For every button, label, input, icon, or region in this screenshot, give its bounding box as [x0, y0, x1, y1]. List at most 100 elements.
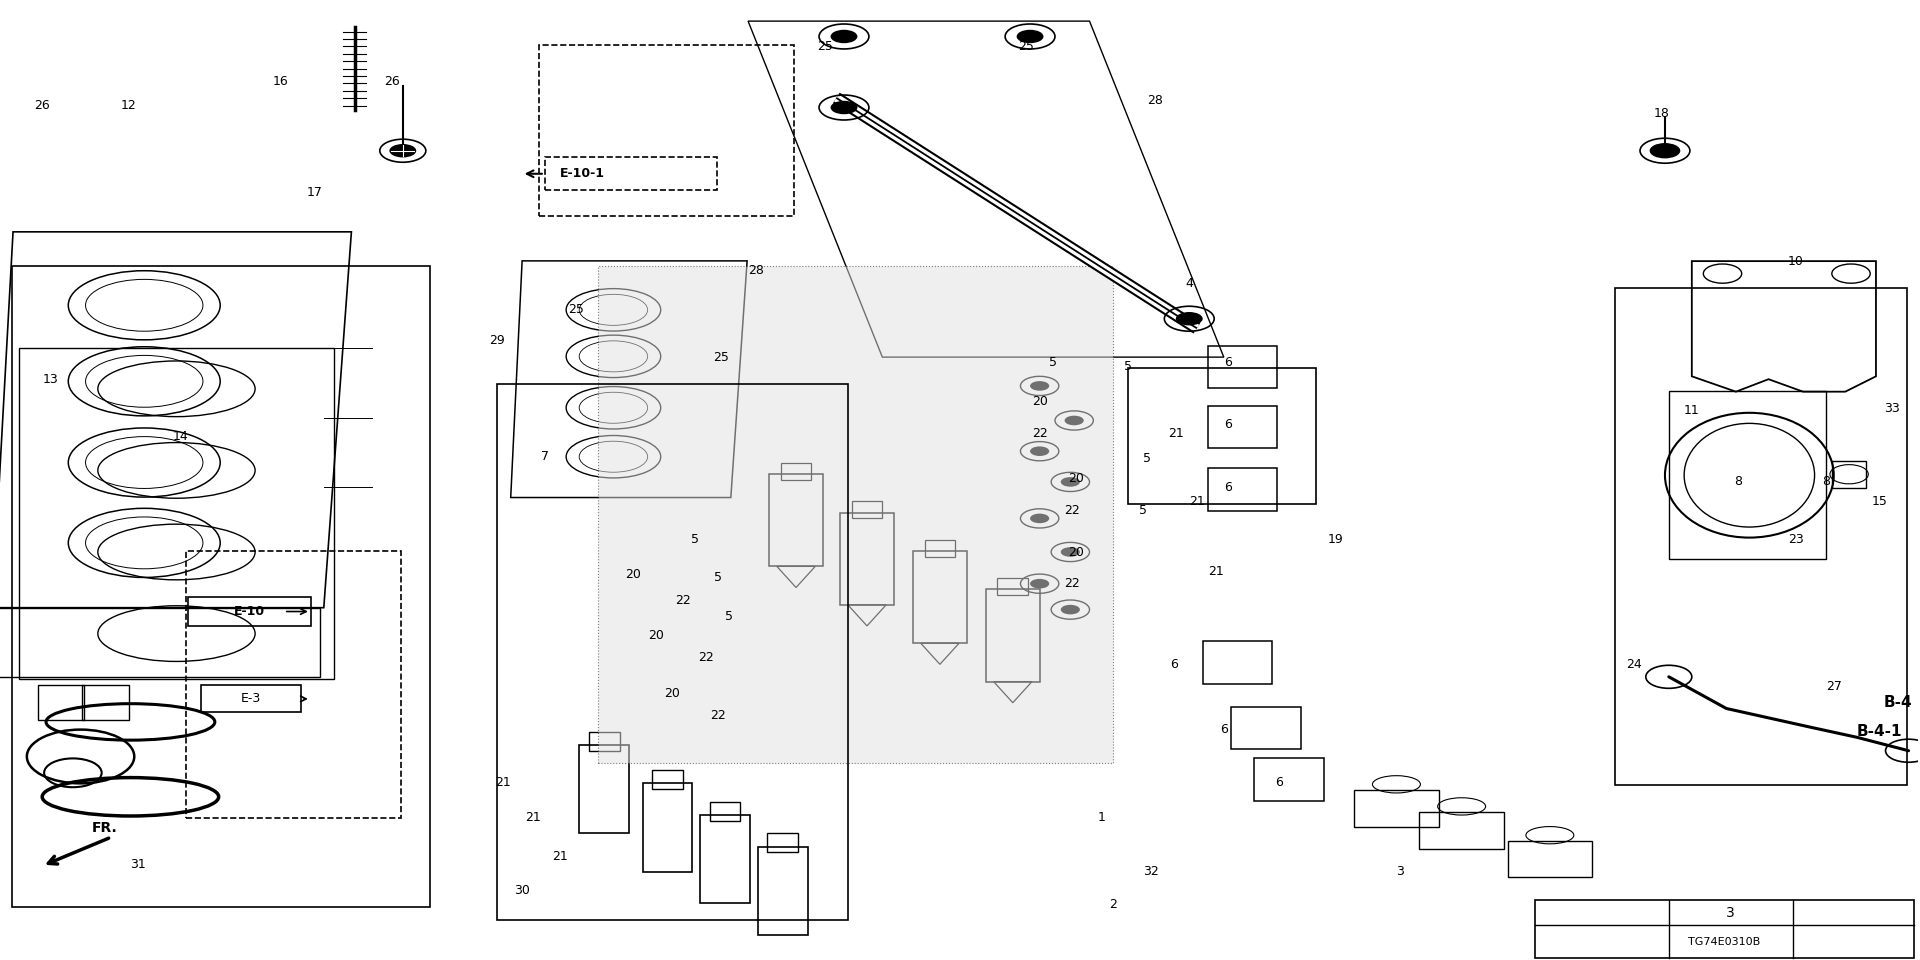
- Text: 22: 22: [1064, 577, 1081, 590]
- Circle shape: [1029, 579, 1048, 588]
- Circle shape: [1029, 381, 1048, 391]
- Text: 3: 3: [1726, 906, 1734, 920]
- Text: FR.: FR.: [92, 821, 117, 835]
- Bar: [1507, 841, 1592, 877]
- Bar: [770, 474, 824, 566]
- Text: 5: 5: [1139, 504, 1148, 517]
- Text: 6: 6: [1223, 418, 1231, 431]
- Text: 3: 3: [1396, 865, 1404, 878]
- Text: 28: 28: [1146, 94, 1164, 108]
- Text: E-3: E-3: [242, 692, 261, 706]
- Text: 21: 21: [495, 776, 511, 789]
- Text: 29: 29: [490, 334, 505, 348]
- Text: B-4: B-4: [1884, 695, 1912, 710]
- Text: 23: 23: [1788, 533, 1803, 546]
- Text: 27: 27: [1826, 680, 1841, 693]
- Bar: [781, 463, 812, 480]
- Text: 21: 21: [526, 811, 541, 825]
- Text: 25: 25: [568, 302, 584, 316]
- Text: 26: 26: [35, 99, 50, 112]
- Bar: [589, 732, 620, 751]
- Text: E-10-1: E-10-1: [561, 167, 605, 180]
- Bar: [1208, 346, 1277, 388]
- Bar: [701, 815, 751, 903]
- Text: 13: 13: [42, 372, 58, 386]
- Bar: [1832, 461, 1866, 488]
- Text: 2: 2: [1108, 898, 1117, 911]
- Bar: [83, 685, 129, 720]
- Bar: [841, 513, 895, 605]
- Bar: [710, 802, 741, 821]
- Bar: [599, 266, 1112, 763]
- Text: 6: 6: [1223, 356, 1231, 370]
- Text: 21: 21: [553, 850, 568, 863]
- Text: 15: 15: [1872, 494, 1887, 508]
- Bar: [653, 770, 684, 789]
- Text: 26: 26: [384, 75, 399, 88]
- Text: 6: 6: [1169, 658, 1179, 671]
- Text: 1: 1: [1096, 811, 1106, 825]
- Text: E-10: E-10: [234, 605, 265, 618]
- Text: 22: 22: [699, 651, 714, 664]
- Bar: [202, 685, 301, 712]
- Bar: [1615, 288, 1907, 785]
- Bar: [580, 745, 630, 833]
- Circle shape: [1029, 446, 1048, 456]
- Text: 33: 33: [1884, 401, 1899, 415]
- Bar: [852, 501, 883, 518]
- Text: 20: 20: [649, 629, 664, 642]
- Text: 16: 16: [273, 75, 288, 88]
- Bar: [540, 45, 795, 216]
- Bar: [1208, 468, 1277, 511]
- Bar: [188, 597, 311, 626]
- Bar: [497, 384, 849, 920]
- Text: 8: 8: [1822, 475, 1830, 489]
- Circle shape: [1060, 477, 1079, 487]
- Text: 5: 5: [1048, 356, 1058, 370]
- Circle shape: [831, 30, 858, 43]
- Bar: [1419, 812, 1503, 849]
- Bar: [1668, 391, 1826, 559]
- Text: 6: 6: [1223, 481, 1231, 494]
- Text: 21: 21: [1208, 564, 1225, 578]
- Text: 5: 5: [691, 533, 699, 546]
- Bar: [545, 157, 718, 190]
- Text: 14: 14: [173, 430, 188, 444]
- Bar: [1208, 406, 1277, 448]
- Text: 11: 11: [1684, 404, 1699, 418]
- Bar: [12, 266, 430, 907]
- Circle shape: [1016, 30, 1043, 43]
- Circle shape: [1060, 547, 1079, 557]
- Text: 31: 31: [131, 857, 146, 871]
- Text: 32: 32: [1142, 865, 1160, 878]
- Circle shape: [831, 101, 858, 114]
- Text: B-4-1: B-4-1: [1857, 724, 1903, 739]
- Text: 20: 20: [1068, 545, 1085, 559]
- Bar: [758, 847, 808, 935]
- Text: 6: 6: [1275, 776, 1283, 789]
- Bar: [998, 578, 1027, 595]
- Text: 25: 25: [818, 39, 833, 53]
- Bar: [1354, 790, 1438, 827]
- Text: 21: 21: [1188, 494, 1206, 508]
- Text: 17: 17: [307, 185, 323, 199]
- Circle shape: [1029, 514, 1048, 523]
- Bar: [1534, 900, 1914, 958]
- Text: 22: 22: [710, 708, 726, 722]
- Circle shape: [1060, 605, 1079, 614]
- Text: 25: 25: [714, 350, 730, 364]
- Bar: [914, 551, 968, 643]
- Text: 22: 22: [1064, 504, 1081, 517]
- Text: 22: 22: [1031, 427, 1048, 441]
- Text: 4: 4: [1185, 276, 1194, 290]
- Text: 20: 20: [1031, 395, 1048, 408]
- Text: 20: 20: [626, 567, 641, 581]
- Text: 10: 10: [1788, 254, 1803, 268]
- Text: 24: 24: [1626, 658, 1642, 671]
- Text: TG74E0310B: TG74E0310B: [1688, 937, 1761, 947]
- Text: 8: 8: [1734, 475, 1741, 489]
- Bar: [925, 540, 956, 557]
- Circle shape: [1064, 416, 1083, 425]
- Text: 21: 21: [1167, 427, 1185, 441]
- Text: 5: 5: [1123, 360, 1133, 373]
